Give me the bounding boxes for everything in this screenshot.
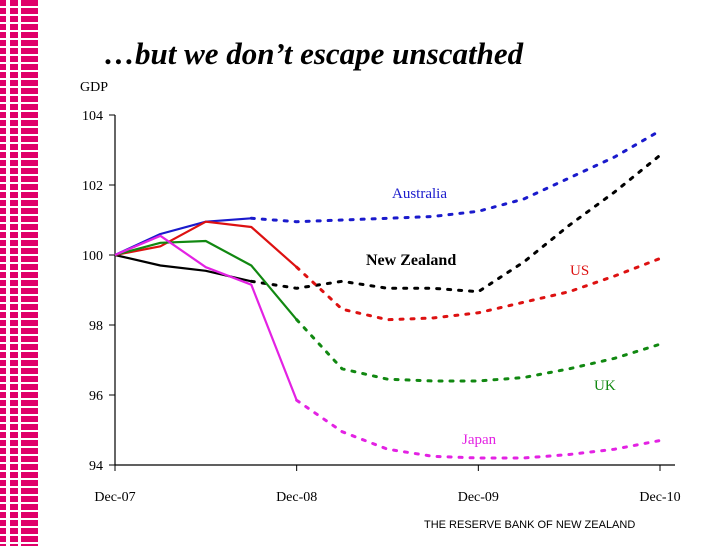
series-us-actual-line: [114, 220, 298, 269]
label-australia: Australia: [392, 186, 447, 202]
y-axis-label: GDP: [80, 80, 108, 95]
series-labels: Australia New Zealand US UK Japan: [366, 186, 616, 448]
series-uk-actual-line: [114, 239, 298, 321]
axis-ticks: 94 96 98 100 102 104 Dec-07 Dec-08 Dec-09 Dec-10: [82, 109, 681, 505]
x-tick-label: Dec-09: [458, 490, 499, 505]
x-tick-label: Dec-10: [639, 490, 680, 505]
y-tick-label: 102: [82, 179, 103, 194]
series-uk-forecast-line: [295, 318, 662, 383]
label-new-zealand: New Zealand: [366, 252, 456, 269]
y-tick-label: 98: [89, 319, 103, 334]
y-tick-label: 96: [89, 389, 103, 404]
series-layer: [114, 129, 662, 460]
series-new-zealand-forecast-line: [249, 153, 662, 294]
y-tick-label: 94: [89, 459, 103, 474]
series-japan-actual-line: [114, 234, 298, 401]
x-tick-label: Dec-07: [94, 490, 135, 505]
y-tick-label: 104: [82, 109, 103, 124]
series-japan-forecast-line: [295, 398, 662, 460]
x-tick-label: Dec-08: [276, 490, 317, 505]
label-japan: Japan: [462, 432, 497, 448]
label-us: US: [570, 263, 589, 279]
footer-text: THE RESERVE BANK OF NEW ZEALAND: [424, 519, 636, 531]
left-decorative-stripe: [0, 0, 38, 546]
slide-title: …but we don’t escape unscathed: [104, 36, 524, 71]
chart-axes: GDP: [80, 80, 675, 466]
y-tick-label: 100: [82, 249, 103, 264]
label-uk: UK: [594, 378, 616, 394]
series-us-forecast-line: [295, 257, 662, 322]
series-australia-forecast-line: [249, 129, 662, 224]
